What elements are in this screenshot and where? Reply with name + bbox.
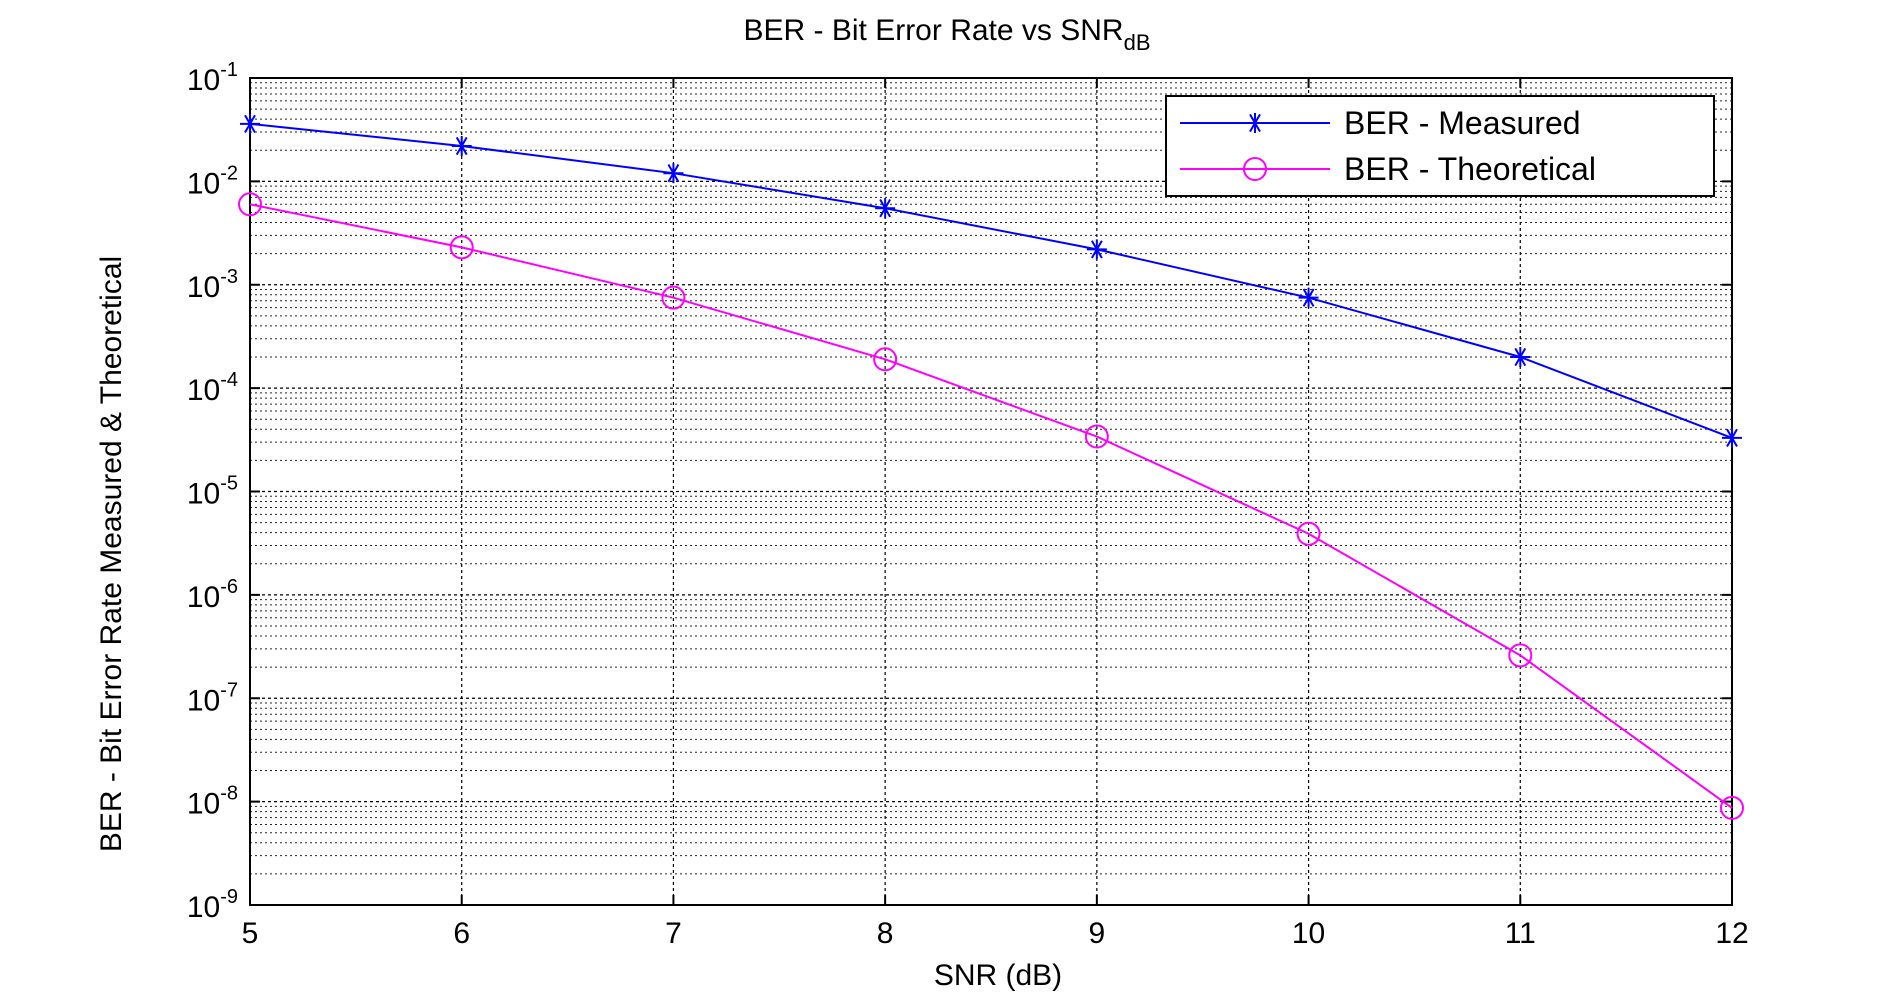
data-point-theoretical [1720,795,1744,820]
y-tick-label-exponent: -3 [220,266,238,288]
y-tick-label-exponent: -8 [220,783,238,805]
x-tick-label: 8 [877,917,894,950]
data-point-measured [1298,287,1319,308]
chart-title: BER - Bit Error Rate vs SNRdB [744,14,1151,55]
x-tick-label: 12 [1715,917,1748,950]
y-tick-label: 10-9 [187,886,238,924]
series-line-theoretical [249,203,1733,809]
data-point-measured [875,198,896,219]
series-layer [238,113,1744,820]
data-point-measured [451,135,472,156]
y-tick-label: 10-1 [187,59,238,97]
y-tick-label-base: 10 [187,167,220,200]
y-tick-label-base: 10 [187,64,220,97]
y-tick-label-exponent: -9 [220,886,238,908]
legend: BER - Measured BER - Theoretical [1165,95,1715,197]
x-tick-label: 6 [453,917,470,950]
y-tick-label-exponent: -1 [220,59,238,81]
axes-layer: 5 6 7 8 9 10 11 1210-110-210-310-410-510-610-71… [187,59,1749,950]
data-point-measured [240,113,260,134]
data-point-measured [1722,427,1742,448]
legend-marker-theoretical [1243,157,1267,181]
y-tick-label-base: 10 [187,478,220,511]
data-point-measured [663,163,684,184]
x-tick-label: 10 [1292,917,1325,950]
x-tick-label: 11 [1505,917,1536,950]
legend-label-theoretical: BER - Theoretical [1344,151,1596,187]
x-tick-label: 9 [1089,917,1106,950]
y-tick-label: 10-5 [187,473,238,511]
y-tick-label-exponent: -7 [220,679,238,701]
chart-title-subscript: dB [1124,30,1151,55]
data-point-theoretical [1508,643,1533,668]
x-axis-label: SNR (dB) [934,959,1062,992]
legend-marker-measured [1245,113,1265,133]
y-tick-label-base: 10 [187,374,220,407]
data-point-measured [1510,347,1531,368]
y-tick-label-base: 10 [187,891,220,924]
series-line-measured [249,122,1733,439]
y-tick-label-exponent: -5 [220,473,238,495]
y-tick-label: 10-8 [187,783,238,821]
y-tick-label: 10-4 [187,369,238,407]
data-point-theoretical [449,235,474,260]
grid-layer [249,77,1733,906]
data-point-theoretical [1084,424,1109,449]
legend-label-measured: BER - Measured [1344,105,1581,141]
y-axis-label: BER - Bit Error Rate Measured & Theoreti… [95,256,128,852]
y-tick-label-base: 10 [187,271,220,304]
y-tick-label-exponent: -6 [220,576,238,598]
y-tick-label-base: 10 [187,581,220,614]
data-point-theoretical [1296,521,1321,546]
data-point-theoretical [873,347,898,372]
data-point-measured [1086,239,1107,260]
y-tick-label: 10-3 [187,266,238,304]
y-tick-label: 10-7 [187,679,238,717]
data-point-theoretical [661,285,686,310]
y-tick-label-exponent: -2 [220,162,238,184]
y-tick-label-exponent: -4 [220,369,238,391]
data-point-theoretical [238,192,262,217]
chart-title-main: BER - Bit Error Rate vs SNR [744,14,1124,47]
x-tick-label: 5 [242,917,259,950]
x-tick-label: 7 [665,917,682,950]
y-tick-label: 10-6 [187,576,238,614]
y-tick-label-base: 10 [187,684,220,717]
y-tick-label-base: 10 [187,788,220,821]
y-tick-label: 10-2 [187,162,238,200]
